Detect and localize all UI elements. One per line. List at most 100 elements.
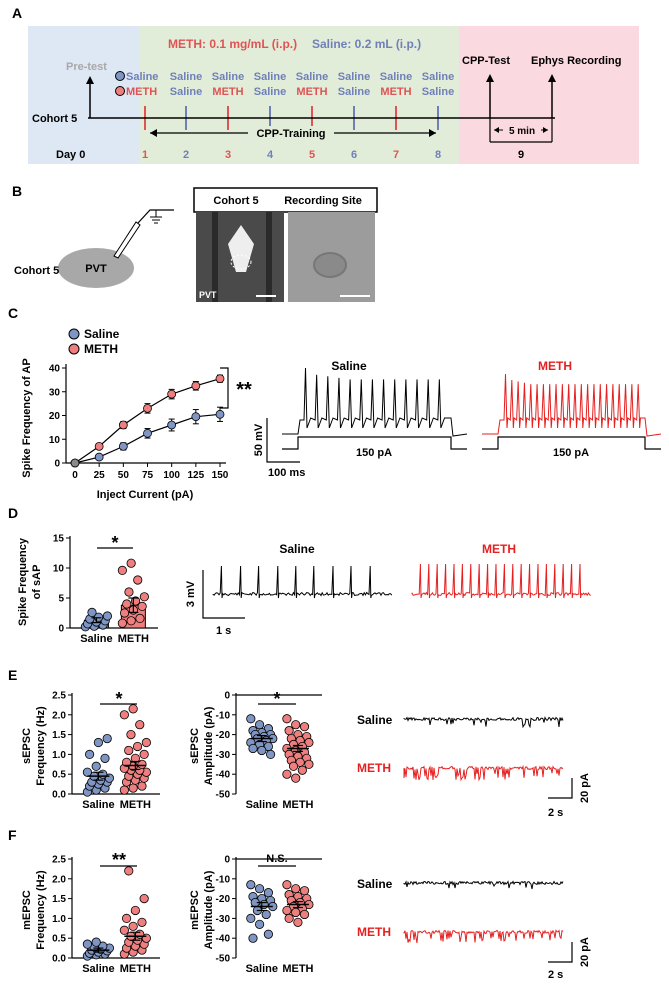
e-amp-chart-data-point [282,769,292,779]
d-scale-bar [202,570,245,619]
c-data-point [118,420,128,430]
f-scale-t: 2 s [548,969,563,981]
d-chart-data-point [117,618,127,628]
f-amp-chart-category-label: Saline [246,963,278,975]
c-trace-saline-title: Saline [331,359,367,373]
e-freq-chart-data-point [102,733,112,744]
e-amp-chart-data-point [297,765,307,775]
e-amp-chart-data-point [265,749,276,760]
d-chart-data-point [139,592,149,602]
e-amp-chart-data-point [288,761,299,771]
e-freq-chart-data-point [135,720,145,730]
c-trace-meth-title: METH [538,359,572,373]
d-chart-category-label: METH [118,633,149,645]
e-freq-chart-data-point [91,761,101,771]
f-amp-chart-data-point [246,880,256,890]
e-freq-chart-data-point [93,737,104,748]
saline-row-item: Saline [212,71,244,83]
f-freq-chart-y-tick-label: 0.5 [52,934,66,945]
c-x-tick-label: 0 [72,470,78,481]
c-data-point [191,381,201,391]
bottom-row-item: Saline [254,86,286,98]
sepsc-amplitude-chart: 0 -10 -20 -30 -40 -50 Saline METH [216,691,322,811]
legend-saline: Saline [84,327,120,341]
e-freq-chart-data-point [128,783,138,793]
e-amp-chart-data-point [248,743,258,754]
c-step-label-saline: 150 pA [356,447,392,459]
span-right-head [429,129,436,137]
f-freq-ylabel-1: mEPSC [21,890,33,930]
d-chart-data-point [126,558,136,568]
f-freq-chart-y-tick-label: 2.5 [52,855,66,866]
day-labels: 1 2 3 4 5 6 7 8 [142,149,441,161]
c-scale-bar [266,418,300,463]
c-y-tick-label: 20 [49,411,61,422]
mepsc-frequency-chart: 0.0 0.5 1.0 1.5 2.0 2.5 Saline METH [52,855,160,975]
d-chart-data-point [87,607,97,618]
e-freq-chart-data-point [141,737,151,748]
panel-d-ylabel-2: of sAP [31,565,43,600]
f-amp-chart-data-point [299,909,310,920]
saline-dose: Saline: 0.2 mL (i.p.) [312,37,421,51]
cpp-training-label-bg [248,126,334,140]
e-scale-i: 20 pA [579,773,591,803]
e-freq-chart-y-tick-label: 2.0 [52,710,66,721]
f-amp-chart-data-point [259,899,269,910]
training-phase-bg [139,26,459,164]
schedule-rows: Saline METH Saline Saline Saline METH Saline Sa… [126,71,454,130]
cohort-label-b: Cohort 5 [14,265,59,277]
e-scale-bar [548,778,573,799]
f-trace-saline [403,880,564,890]
panel-c-xlabel: Inject Current (pA) [97,489,194,501]
c-significance: ** [236,379,252,401]
e-amp-chart-data-point [304,737,314,748]
f-freq-chart-y-tick-label: 2.0 [52,874,66,885]
f-freq-chart-data-point [82,939,93,949]
e-amp-chart-data-point [257,745,267,756]
e-amp-chart-data-point [291,720,301,730]
image-header [193,187,378,213]
c-x-tick-label: 50 [118,470,130,481]
f-freq-chart-y-tick-label: 1.5 [52,894,66,905]
bottom-row-item: Saline [422,86,454,98]
f-amp-chart-data-point [263,888,273,898]
f-freq-significance: ** [112,850,126,870]
slice-dark-band [212,212,218,302]
c-x-tick-label: 125 [187,470,204,481]
d-significance: * [111,533,118,553]
f-freq-chart-data-point [128,921,138,931]
f-freq-chart-data-point [121,913,132,924]
ephys-label: Ephys Recording [531,55,621,67]
saline-row-label: Saline [126,71,158,83]
f-freq-chart-category-label: Saline [82,963,114,975]
e-freq-chart-data-point [119,785,129,795]
c-step-label-meth: 150 pA [553,447,589,459]
e-amp-significance: * [273,689,280,709]
day-label: 2 [183,149,189,161]
f-freq-chart-y-tick-label: 1.0 [52,914,66,925]
image-header-right: Recording Site [284,195,362,207]
e-freq-chart-data-point [137,759,147,769]
saline-row-item: Saline [170,71,202,83]
bottom-row-item: METH [212,86,243,98]
e-amp-chart-y-tick-label: 0 [224,691,230,702]
pvt-outline [230,254,252,270]
c-scale-t: 100 ms [268,467,305,479]
d-trace-meth-title: METH [482,542,516,556]
d-chart-data-point [119,608,130,618]
interval-label: 5 min [509,126,535,137]
f-trace-meth-label: METH [357,925,391,939]
e-freq-chart-data-point [98,769,108,779]
c-trace-meth [482,373,662,437]
c-data-point [94,452,104,462]
f-amp-chart-data-point [248,933,258,943]
f-amp-chart-data-point [291,884,301,894]
f-amp-chart-data-point [263,929,273,939]
day-label: 6 [351,149,357,161]
e-freq-chart-data-point [137,781,147,791]
e-amp-chart-data-point [284,726,294,736]
c-y-tick-label: 30 [49,387,61,398]
f-amp-chart-data-point [255,884,265,894]
e-amp-chart-data-point [255,720,265,730]
recorded-neuron [313,252,347,278]
